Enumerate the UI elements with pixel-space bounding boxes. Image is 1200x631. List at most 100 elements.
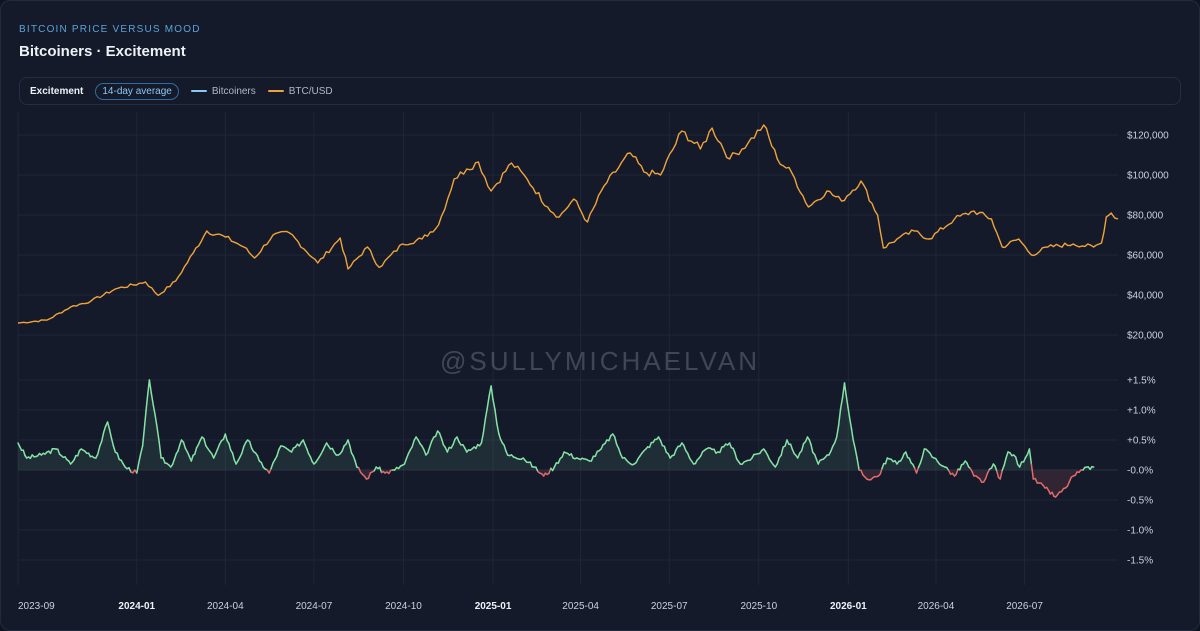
bitcoiners-line-segment (423, 448, 427, 456)
metric-label[interactable]: Excitement (30, 85, 84, 97)
bitcoiners-line-segment (881, 462, 885, 470)
bitcoiners-line-segment (150, 392, 155, 406)
bitcoiners-line-segment (1034, 477, 1038, 484)
x-tick-label: 2026-01 (830, 601, 867, 612)
bitcoiners-line-segment (456, 436, 460, 443)
bitcoiners-line-segment (776, 457, 780, 465)
mood-tick-label: +1.0% (1127, 406, 1156, 417)
bitcoiners-line-segment (561, 451, 565, 458)
bitcoiners-line-segment (494, 409, 498, 425)
legend-item-bitcoiners[interactable]: Bitcoiners (190, 86, 256, 97)
x-tick-label: 2025-04 (562, 601, 599, 612)
price-tick-label: $100,000 (1127, 171, 1169, 182)
bitcoiners-line-segment (162, 457, 166, 464)
bitcoiners-line-segment (411, 439, 415, 448)
bitcoiners-line-segment (302, 439, 306, 446)
bitcoiners-line-segment (190, 454, 194, 462)
bitcoiners-line-segment (594, 450, 598, 457)
mood-tick-label: -1.0% (1127, 526, 1153, 537)
bitcoiners-line-segment (260, 461, 265, 469)
window-pill[interactable]: 14-day average (95, 82, 179, 100)
bitcoiners-line-segment (100, 431, 105, 443)
y-axis-ticks: $120,000 $100,000 $80,000 $60,000 $40,000 $20… (1127, 131, 1169, 567)
bitcoiners-line-segment (1001, 464, 1005, 472)
bitcoiners-line-segment (1030, 463, 1035, 480)
bitcoiners-line-segment (548, 467, 552, 475)
bitcoiners-line-segment (152, 404, 157, 417)
bitcoiners-line-segment (214, 448, 219, 455)
bitcoiners-line-segment (884, 457, 889, 465)
bitcoiners-line-segment (852, 439, 856, 450)
bitcoiners-line-segment (1015, 456, 1019, 466)
bitcoiners-line-segment (341, 445, 345, 452)
bitcoiners-line-segment (270, 462, 274, 470)
bitcoiners-line-segment (971, 471, 975, 477)
bitcoiners-line-segment (492, 398, 496, 411)
bitcoiners-line-segment (496, 423, 500, 435)
mood-tick-label: +1.5% (1127, 376, 1156, 387)
price-panel (17, 124, 1119, 324)
bitcoiners-line-segment (800, 442, 805, 452)
chart-title: Bitcoiners · Excitement (19, 43, 186, 60)
bitcoiners-line-segment (683, 444, 687, 452)
bitcoiners-line-segment (173, 453, 177, 461)
bitcoiners-line-segment (732, 447, 736, 454)
chart-kicker: BITCOIN PRICE VERSUS MOOD (19, 24, 201, 35)
bitcoiners-line-segment (673, 448, 677, 456)
bitcoiners-line-segment (535, 466, 539, 473)
bitcoiners-line-segment (73, 454, 77, 461)
legend-item-btcusd[interactable]: BTC/USD (267, 86, 333, 97)
legend-bar: Excitement 14-day average Bitcoiners BTC… (19, 77, 1181, 105)
bitcoiners-line-segment (879, 467, 883, 475)
bitcoiners-line-segment (182, 441, 187, 450)
bitcoiners-line-segment (1003, 457, 1007, 467)
price-tick-label: $60,000 (1127, 251, 1164, 262)
bitcoiners-line-segment (452, 438, 456, 446)
bitcoiners-line-segment (901, 453, 905, 459)
bitcoiners-line-segment (719, 446, 723, 454)
bitcoiners-line-segment (856, 457, 860, 471)
bitcoiners-line-segment (617, 447, 622, 455)
bitcoiners-line-segment (908, 457, 912, 464)
mood-tick-label: -0.5% (1127, 496, 1153, 507)
btcusd-line (17, 124, 1119, 324)
bitcoiners-line-segment (154, 415, 158, 429)
bitcoiners-line-segment (905, 451, 909, 459)
bitcoiners-line-segment (486, 394, 490, 410)
bitcoiners-line-segment (786, 439, 790, 445)
bitcoiners-line-segment (116, 452, 120, 461)
bitcoiners-line-segment (839, 397, 844, 410)
bitcoiners-line-segment (22, 449, 26, 457)
bitcoiners-line-segment (228, 442, 232, 451)
bitcoiners-line-segment (994, 465, 998, 472)
bitcoiners-line-segment (557, 457, 561, 464)
bitcoiners-negative-area (18, 470, 1094, 497)
bitcoiners-line-segment (1022, 456, 1027, 463)
x-tick-label: 2025-01 (475, 601, 512, 612)
bitcoiners-line-segment (434, 430, 439, 438)
bitcoiners-line-segment (484, 407, 488, 420)
bitcoiners-line-segment (996, 470, 1000, 479)
bitcoiners-line-segment (136, 462, 140, 474)
bitcoiners-line-segment (843, 382, 847, 397)
bitcoiners-line-segment (686, 452, 691, 460)
bitcoiners-line-segment (837, 407, 842, 427)
bitcoiners-line-segment (1018, 461, 1023, 468)
bitcoiners-line-segment (808, 439, 812, 446)
bitcoiners-line-segment (108, 428, 113, 440)
bitcoiners-line-segment (256, 454, 261, 462)
bitcoiners-line-segment (498, 433, 502, 441)
bitcoiners-line-segment (141, 428, 146, 447)
bitcoiners-line-segment (106, 421, 111, 431)
bitcoiners-line-segment (177, 444, 181, 452)
mood-tick-label: -1.5% (1127, 556, 1153, 567)
grid (17, 112, 1118, 585)
bitcoiners-line-segment (212, 453, 217, 459)
bitcoiners-line-segment (919, 456, 924, 464)
bitcoiners-line-segment (231, 452, 236, 461)
bitcoiners-line-segment (304, 443, 308, 450)
bitcoiners-line-segment (427, 445, 431, 454)
bitcoiners-line-segment (331, 447, 336, 454)
x-tick-label: 2024-01 (118, 601, 155, 612)
